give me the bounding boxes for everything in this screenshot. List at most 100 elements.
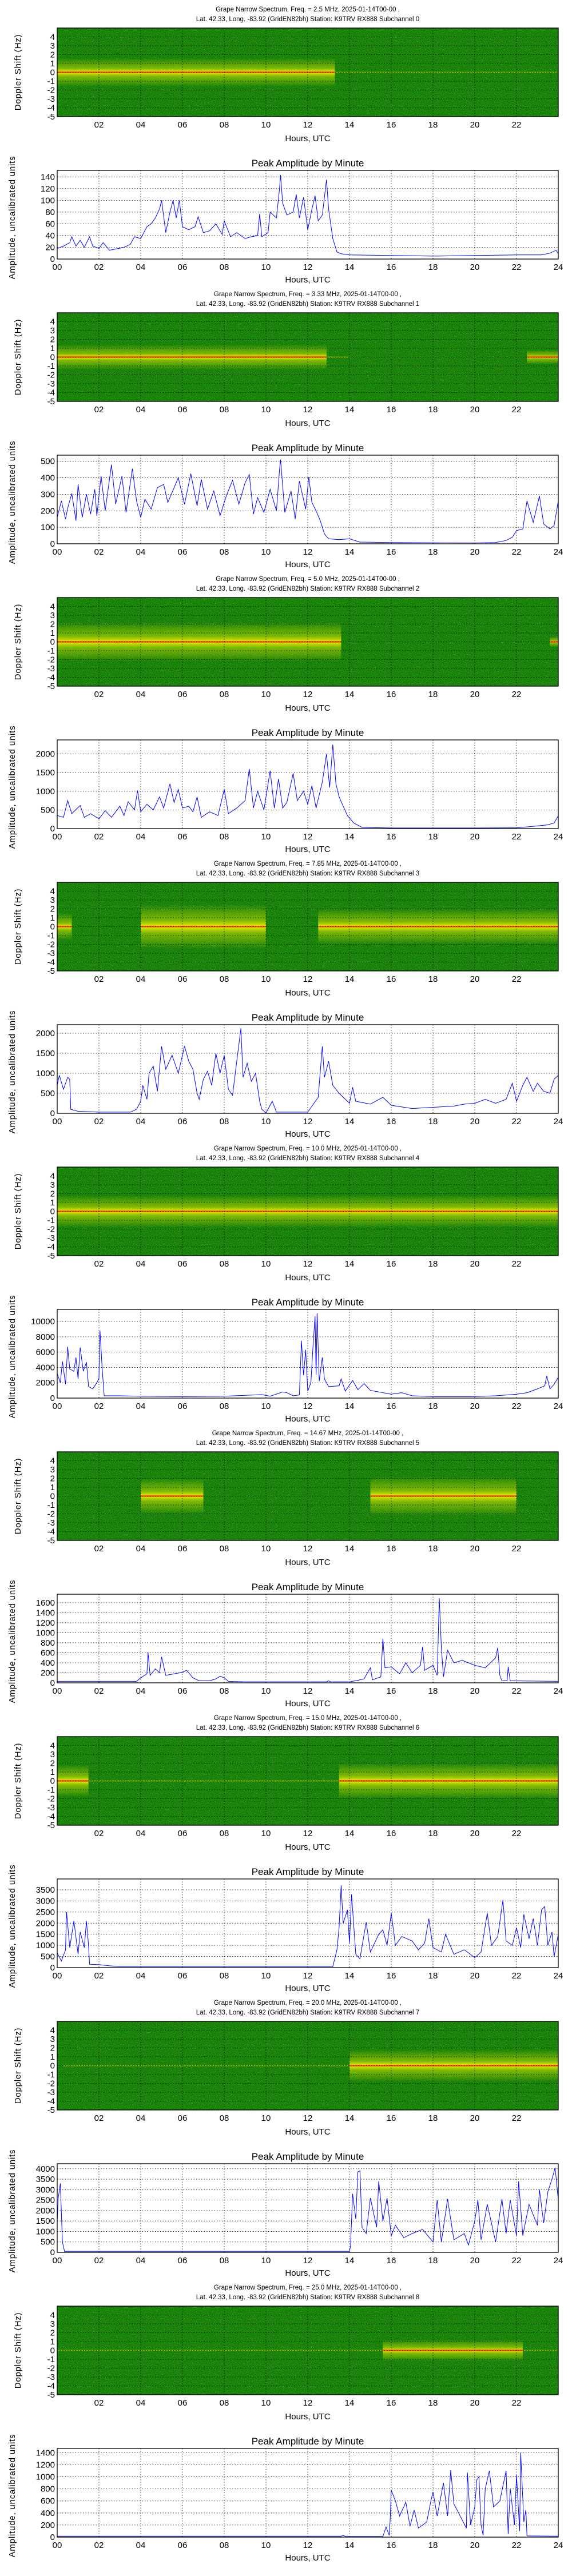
amplitude-y-tick-label: 0	[50, 824, 55, 834]
amplitude-y-tick-label: 60	[45, 219, 55, 229]
spectrogram-x-tick-label: 04	[136, 1544, 146, 1554]
spectrogram-frame	[57, 2021, 559, 2111]
spectrogram-x-tick-label: 12	[303, 974, 313, 984]
amplitude-x-axis-label: Hours, UTC	[285, 275, 330, 285]
amplitude-y-tick-label: 1500	[36, 1930, 55, 1940]
amplitude-y-tick-label: 600	[41, 1648, 55, 1658]
amplitude-x-tick-label: 08	[220, 2541, 229, 2550]
amplitude-y-tick-label: 20	[45, 242, 55, 252]
spectrogram-signal-core	[527, 356, 558, 358]
amplitude-x-tick-label: 16	[387, 262, 396, 272]
amplitude-y-tick-label: 8000	[36, 1332, 55, 1342]
spectrogram-y-tick-label: 4	[50, 33, 55, 42]
spectrogram-x-tick-label: 12	[303, 1259, 313, 1269]
amplitude-x-tick-label: 08	[220, 2256, 229, 2266]
spectrogram-y-axis-label: Doppler Shift (Hz)	[13, 2312, 23, 2389]
spectrogram-y-tick-label: 3	[50, 611, 55, 620]
amplitude-title: Peak Amplitude by Minute	[252, 2436, 364, 2447]
amplitude-x-tick-label: 10	[261, 1686, 271, 1696]
spectrogram-x-tick-label: 12	[303, 120, 313, 130]
spectrogram-y-tick-label: 0	[50, 1777, 55, 1786]
spectrogram-y-tick-label: -3	[47, 664, 55, 674]
amplitude-x-axis-label: Hours, UTC	[285, 1129, 330, 1139]
spectrogram-y-tick-label: -4	[47, 1812, 55, 1822]
amplitude-x-tick-label: 12	[303, 1971, 313, 1981]
spectrogram-y-tick-label: 2	[50, 620, 55, 630]
spectrogram-x-axis-label: Hours, UTC	[285, 2412, 330, 2422]
spectrogram-y-tick-label: -4	[47, 103, 55, 113]
amplitude-y-tick-label: 800	[41, 2485, 55, 2494]
amplitude-x-tick-label: 06	[178, 1686, 188, 1696]
amplitude-y-tick-label: 100	[41, 196, 55, 205]
spectrogram-y-axis-label: Doppler Shift (Hz)	[13, 1173, 23, 1250]
spectrogram-y-tick-label: -2	[47, 86, 55, 95]
spectrogram-y-tick-label: -4	[47, 2097, 55, 2107]
spectrogram-x-tick-label: 20	[470, 2398, 480, 2408]
amplitude-title: Peak Amplitude by Minute	[252, 1012, 364, 1023]
spectrogram-x-tick-label: 22	[512, 120, 522, 130]
spectrogram-x-tick-label: 14	[345, 405, 355, 415]
spectrogram-x-tick-label: 22	[512, 1259, 522, 1269]
spectrogram-y-tick-label: 3	[50, 895, 55, 905]
amplitude-x-tick-label: 24	[554, 1971, 563, 1981]
spectrogram-y-tick-label: -3	[47, 1233, 55, 1243]
amplitude-x-tick-label: 24	[554, 262, 563, 272]
spectrogram-y-tick-label: 0	[50, 2061, 55, 2071]
spectrogram-y-tick-label: -2	[47, 2364, 55, 2374]
spectrogram-y-tick-label: -4	[47, 388, 55, 398]
spectrogram-y-tick-label: -1	[47, 1785, 55, 1795]
amplitude-y-tick-label: 1500	[36, 1049, 55, 1058]
spectrogram-x-tick-label: 22	[512, 690, 522, 699]
spectrogram-x-tick-label: 16	[387, 2398, 396, 2408]
amplitude-x-tick-label: 18	[428, 2256, 438, 2266]
amplitude-x-tick-label: 18	[428, 1117, 438, 1126]
spectrogram-y-tick-label: 3	[50, 1180, 55, 1190]
amplitude-x-tick-label: 00	[53, 547, 62, 557]
spectrogram-frame	[57, 1166, 559, 1256]
amplitude-x-tick-label: 02	[94, 262, 104, 272]
spectrogram-x-tick-label: 10	[261, 120, 271, 130]
spectrogram-x-tick-label: 12	[303, 405, 313, 415]
amplitude-x-tick-label: 18	[428, 2541, 438, 2550]
amplitude-x-axis-label: Hours, UTC	[285, 2553, 330, 2563]
amplitude-x-tick-label: 10	[261, 2541, 271, 2550]
spectrogram-y-tick-label: 1	[50, 2337, 55, 2347]
spectrogram-y-tick-label: -3	[47, 1518, 55, 1528]
amplitude-title: Peak Amplitude by Minute	[252, 1297, 364, 1308]
spectrogram-y-axis-label: Doppler Shift (Hz)	[13, 319, 23, 396]
amplitude-x-tick-label: 02	[94, 1971, 104, 1981]
spectrogram-signal-core	[141, 1495, 204, 1497]
amplitude-frame	[57, 2448, 559, 2538]
amplitude-y-tick-label: 100	[41, 523, 55, 532]
spectrogram-x-tick-label: 10	[261, 1544, 271, 1554]
spectrogram-x-tick-label: 02	[94, 120, 104, 130]
spectrogram-y-tick-label: -1	[47, 2355, 55, 2364]
spectrogram-x-tick-label: 16	[387, 2113, 396, 2123]
amplitude-y-tick-label: 0	[50, 1678, 55, 1688]
amplitude-x-tick-label: 04	[136, 2541, 146, 2550]
amplitude-x-tick-label: 06	[178, 2541, 188, 2550]
amplitude-x-tick-label: 22	[512, 1686, 522, 1696]
amplitude-y-tick-label: 2500	[36, 1908, 55, 1917]
subchannel-2-panel: Grape Narrow Spectrum, Freq. = 5.0 MHz, …	[7, 576, 563, 854]
spectrogram-y-tick-label: -1	[47, 361, 55, 371]
spectrogram-x-tick-label: 22	[512, 405, 522, 415]
amplitude-x-tick-label: 24	[554, 1117, 563, 1126]
spectrogram-x-tick-label: 16	[387, 1829, 396, 1838]
spectrogram-x-tick-label: 04	[136, 974, 146, 984]
spectrogram-title-line2: Lat. 42.33, Long. -83.92 (GridEN82bh) St…	[196, 1440, 419, 1447]
spectrogram-y-tick-label: 2	[50, 2044, 55, 2053]
spectrogram-y-tick-label: -3	[47, 379, 55, 389]
amplitude-y-tick-label: 4000	[36, 2164, 55, 2174]
amplitude-x-tick-label: 18	[428, 262, 438, 272]
spectrogram-x-tick-label: 12	[303, 690, 313, 699]
spectrogram-y-tick-label: -2	[47, 2079, 55, 2089]
amplitude-x-tick-label: 14	[345, 262, 355, 272]
amplitude-x-tick-label: 22	[512, 1402, 522, 1411]
amplitude-y-tick-label: 500	[41, 1089, 55, 1098]
amplitude-x-tick-label: 12	[303, 2256, 313, 2266]
spectrogram-x-tick-label: 10	[261, 974, 271, 984]
spectrogram-title-line1: Grape Narrow Spectrum, Freq. = 5.0 MHz, …	[216, 576, 400, 583]
amplitude-y-tick-label: 500	[41, 2237, 55, 2247]
